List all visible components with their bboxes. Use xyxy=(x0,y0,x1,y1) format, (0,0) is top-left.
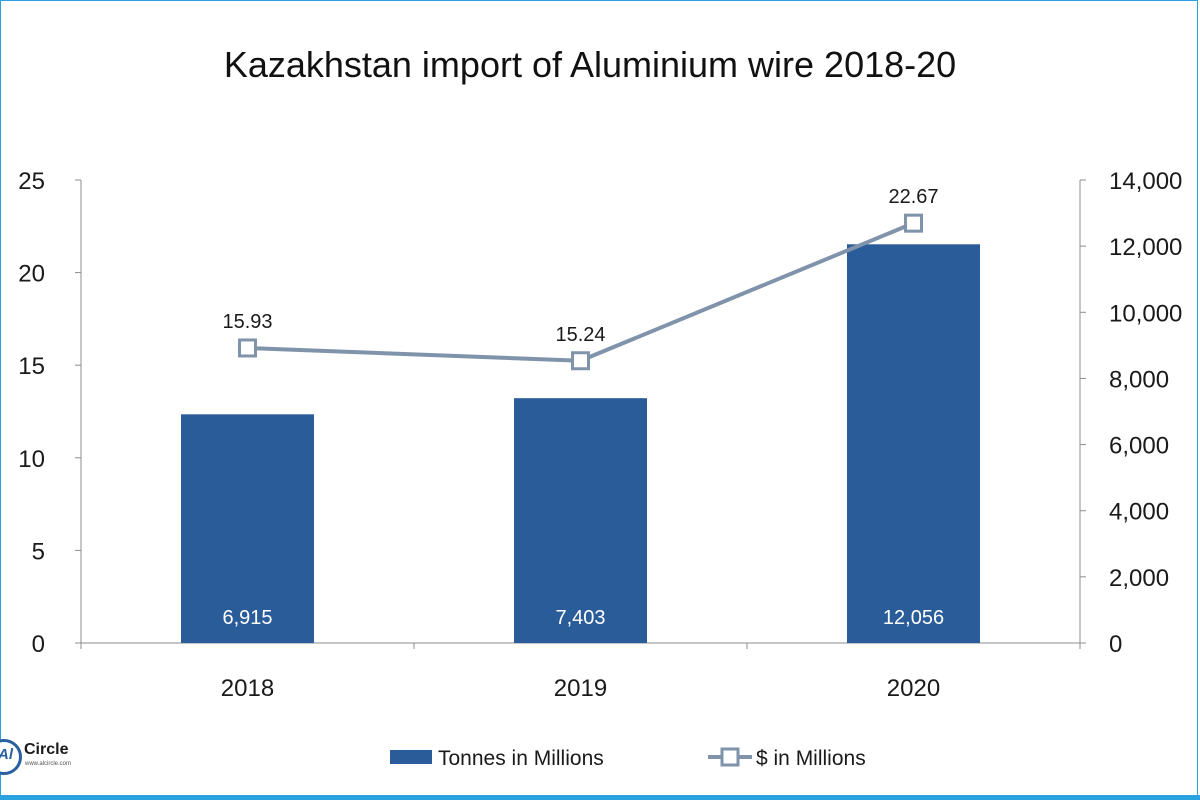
right-tick-label: 4,000 xyxy=(1109,499,1169,526)
right-tick-label: 12,000 xyxy=(1109,234,1182,261)
right-tick-label: 0 xyxy=(1109,631,1122,658)
line-point-marker xyxy=(904,213,923,233)
right-tick-label: 10,000 xyxy=(1109,300,1182,327)
line-point-marker xyxy=(238,338,257,358)
logo-text: Circle xyxy=(24,741,69,758)
legend-bar-swatch xyxy=(390,750,432,764)
legend-line-label: $ in Millions xyxy=(756,747,866,770)
bar-data-label: 12,056 xyxy=(883,607,944,629)
right-tick-label: 2,000 xyxy=(1109,565,1169,592)
line-point-marker xyxy=(571,351,590,371)
bar xyxy=(847,244,980,643)
left-tick-label: 20 xyxy=(18,261,45,288)
right-tick-label: 6,000 xyxy=(1109,433,1169,460)
x-tick-label: 2020 xyxy=(887,675,940,702)
logo-mark: Al xyxy=(0,746,13,763)
x-tick-label: 2018 xyxy=(221,675,274,702)
bar xyxy=(514,398,647,643)
bar xyxy=(181,414,314,643)
left-tick-label: 25 xyxy=(18,168,45,195)
left-tick-label: 10 xyxy=(18,446,45,473)
legend-line-marker xyxy=(720,747,740,767)
logo-circle-icon xyxy=(0,739,22,775)
left-tick-label: 15 xyxy=(18,353,45,380)
right-tick-label: 14,000 xyxy=(1109,168,1182,195)
left-tick-label: 5 xyxy=(32,538,45,565)
frame-bottom-border xyxy=(0,795,1200,800)
chart-title: Kazakhstan import of Aluminium wire 2018… xyxy=(223,44,957,85)
x-tick-label: 2019 xyxy=(554,675,607,702)
bar-data-label: 6,915 xyxy=(222,607,272,629)
alcircle-logo: Al Circle www.alcircle.com xyxy=(0,737,80,777)
line-data-label: 15.93 xyxy=(222,311,272,333)
logo-subtext: www.alcircle.com xyxy=(25,761,72,767)
legend-bar-label: Tonnes in Millions xyxy=(438,747,604,770)
line-data-label: 22.67 xyxy=(888,186,938,208)
right-tick-label: 8,000 xyxy=(1109,366,1169,393)
bar-data-label: 7,403 xyxy=(555,607,605,629)
line-data-label: 15.24 xyxy=(555,324,605,346)
left-tick-label: 0 xyxy=(32,631,45,658)
